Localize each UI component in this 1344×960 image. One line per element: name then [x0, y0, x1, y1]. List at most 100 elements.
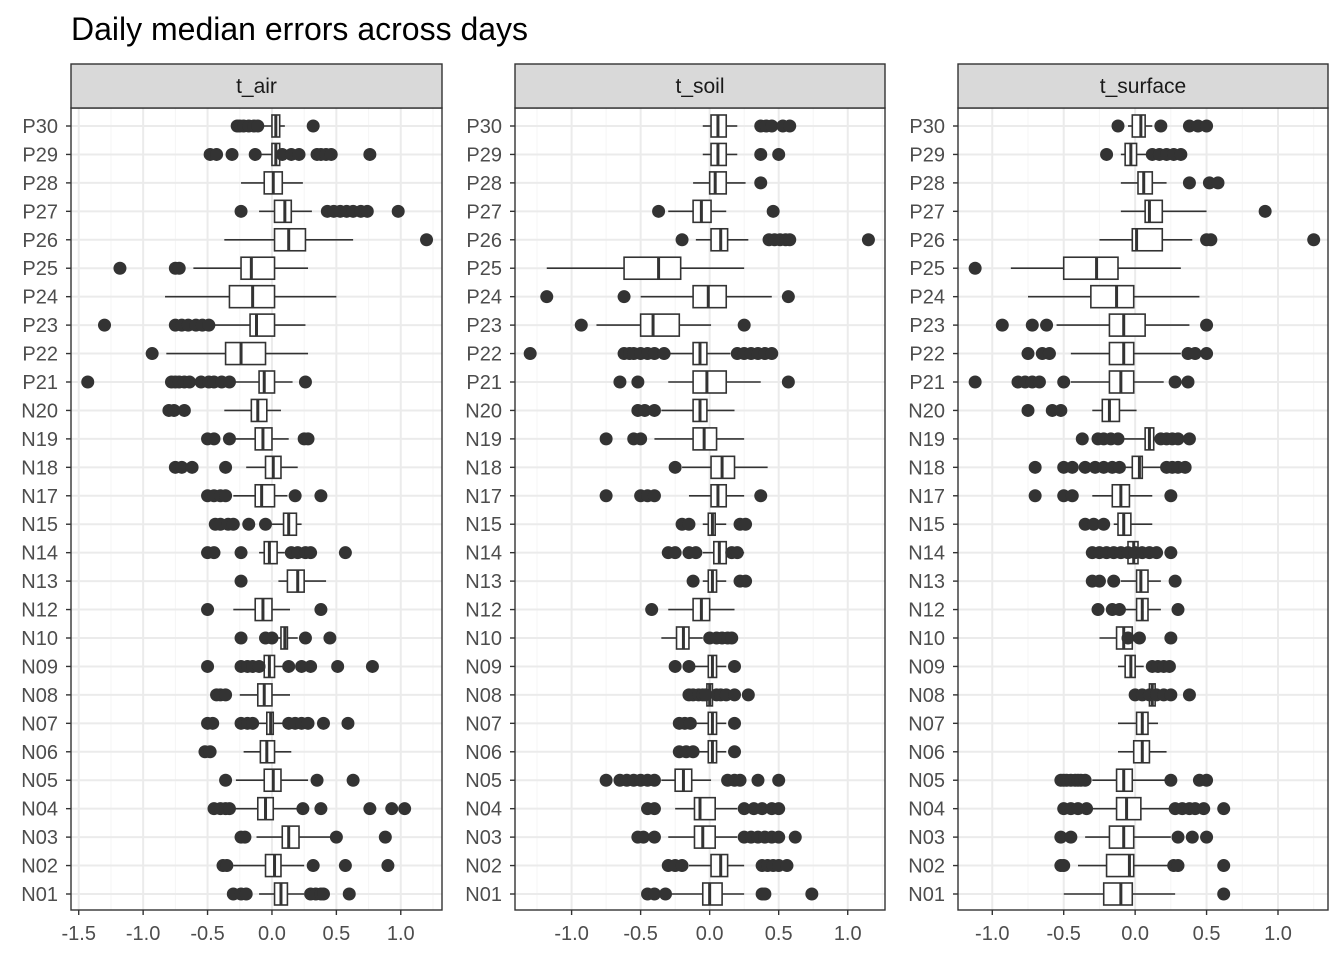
- outlier-point: [1091, 603, 1105, 617]
- outlier-point: [331, 659, 345, 673]
- outlier-point: [338, 546, 352, 560]
- outlier-point: [599, 432, 613, 446]
- box-n04: [207, 796, 412, 821]
- x-tick-label: 0.5: [765, 923, 793, 945]
- outlier-point: [1200, 347, 1214, 361]
- box-n17: [599, 483, 768, 508]
- outlier-point: [675, 859, 689, 873]
- outlier-point: [739, 517, 753, 531]
- box-n15: [675, 512, 753, 537]
- y-tick-label: N10: [465, 628, 502, 650]
- facet-strip: [957, 63, 1329, 109]
- outlier-point: [295, 659, 309, 673]
- outlier-point: [1182, 176, 1196, 190]
- box-n02: [216, 853, 395, 878]
- x-tick-label: -1.0: [126, 923, 160, 945]
- y-tick-label: P23: [22, 315, 58, 337]
- y-tick-label: N03: [21, 827, 58, 849]
- outlier-point: [177, 403, 191, 417]
- box-iqr: [1131, 114, 1146, 138]
- outlier-point: [754, 176, 768, 190]
- outlier-point: [201, 659, 215, 673]
- y-tick-label: N14: [908, 543, 945, 565]
- outlier-point: [316, 716, 330, 730]
- y-tick-label: P29: [466, 144, 502, 166]
- box-n14: [201, 540, 352, 565]
- y-tick-label: P30: [909, 116, 945, 138]
- box-p30: [702, 114, 797, 138]
- outlier-point: [636, 830, 650, 844]
- outlier-point: [385, 802, 399, 816]
- outlier-point: [1100, 147, 1114, 161]
- outlier-point: [1078, 460, 1092, 474]
- box-iqr: [254, 483, 276, 508]
- outlier-point: [167, 403, 181, 417]
- box-p28: [1120, 171, 1225, 195]
- outlier-point: [766, 204, 780, 218]
- box-iqr: [1131, 227, 1164, 252]
- outlier-point: [1025, 318, 1039, 332]
- chart-title: Daily median errors across days: [71, 11, 528, 47]
- y-tick-label: N07: [465, 713, 502, 735]
- outlier-point: [730, 546, 744, 560]
- outlier-point: [1164, 489, 1178, 503]
- y-tick-label: N03: [908, 827, 945, 849]
- outlier-point: [668, 546, 682, 560]
- outlier-point: [788, 830, 802, 844]
- box-p23: [995, 313, 1214, 337]
- outlier-point: [202, 318, 216, 332]
- outlier-point: [634, 432, 648, 446]
- y-tick-label: N06: [21, 742, 58, 764]
- box-iqr: [1105, 853, 1135, 878]
- outlier-point: [378, 830, 392, 844]
- outlier-point: [365, 659, 379, 673]
- outlier-point: [222, 375, 236, 389]
- outlier-point: [210, 147, 224, 161]
- box-n06: [198, 739, 292, 764]
- outlier-point: [751, 773, 765, 787]
- box-iqr: [286, 569, 305, 593]
- y-tick-label: N06: [908, 742, 945, 764]
- y-tick-label: P25: [22, 258, 58, 280]
- y-tick-label: N13: [465, 571, 502, 593]
- y-tick-label: N15: [908, 514, 945, 536]
- outlier-point: [329, 830, 343, 844]
- y-tick-label: N01: [465, 884, 502, 906]
- panel-background: [71, 108, 442, 910]
- outlier-point: [298, 375, 312, 389]
- box-p24: [540, 284, 795, 309]
- outlier-point: [1217, 802, 1231, 816]
- outlier-point: [1080, 802, 1094, 816]
- panel-t-surface: t_surface P30 P29 P28 P27 P26 P25 P24 P23 P22 P21 N…: [908, 63, 1329, 945]
- outlier-point: [314, 489, 328, 503]
- y-tick-label: P21: [466, 372, 502, 394]
- y-tick-label: N17: [908, 486, 945, 508]
- box-p28: [241, 171, 303, 195]
- box-iqr: [1144, 199, 1164, 224]
- outlier-point: [1112, 460, 1126, 474]
- outlier-point: [1171, 603, 1185, 617]
- y-tick-label: N06: [465, 742, 502, 764]
- box-n06: [1118, 739, 1167, 764]
- x-tick-label: -0.5: [623, 923, 657, 945]
- y-tick-label: P26: [909, 230, 945, 252]
- y-tick-label: N08: [908, 685, 945, 707]
- y-tick-label: N04: [908, 799, 945, 821]
- x-tick-label: 0.0: [696, 923, 724, 945]
- outlier-point: [113, 261, 127, 275]
- y-tick-label: P26: [466, 230, 502, 252]
- box-n01: [641, 882, 819, 906]
- outlier-point: [1162, 659, 1176, 673]
- outlier-point: [304, 546, 318, 560]
- box-p27: [1120, 199, 1272, 224]
- box-p23: [574, 313, 751, 337]
- outlier-point: [306, 119, 320, 133]
- outlier-point: [225, 147, 239, 161]
- outlier-point: [1065, 489, 1079, 503]
- y-tick-label: N18: [21, 457, 58, 479]
- outlier-point: [338, 859, 352, 873]
- outlier-point: [203, 745, 217, 759]
- y-tick-label: P28: [22, 173, 58, 195]
- box-iqr: [1131, 455, 1144, 480]
- x-tick-label: -0.5: [190, 923, 224, 945]
